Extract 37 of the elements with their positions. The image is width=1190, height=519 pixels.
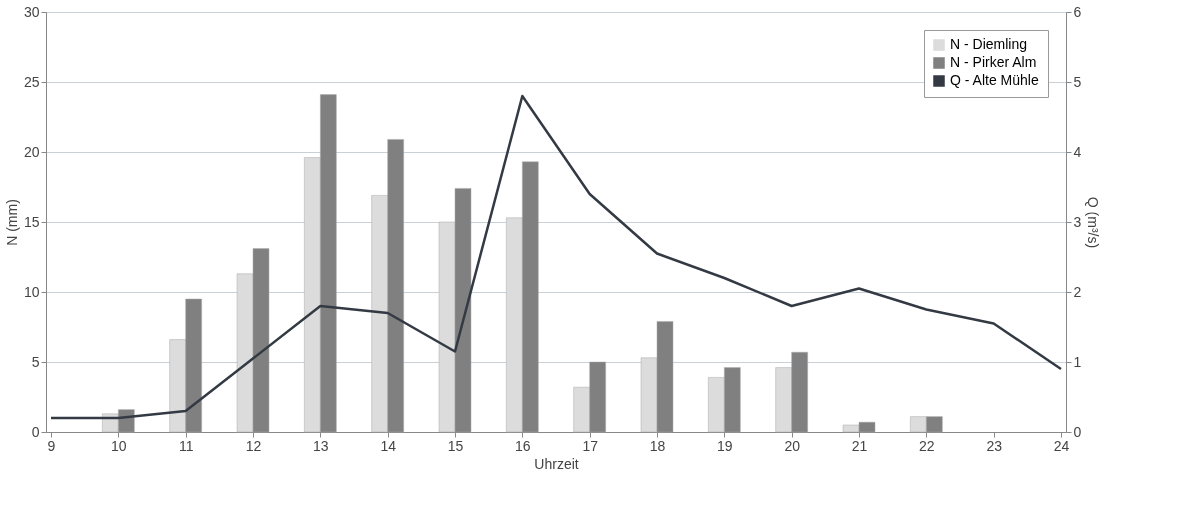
- x-tick-label: 16: [515, 437, 531, 454]
- x-tick-label: 9: [47, 437, 56, 454]
- y2-tick-label: 4: [1073, 143, 1082, 160]
- x-tick-label: 13: [313, 437, 329, 454]
- y2-tick-label: 3: [1073, 213, 1082, 230]
- y-tick-label: 15: [23, 213, 40, 230]
- y-axis-title: N (mm): [3, 199, 20, 246]
- x-tick-label: 24: [1053, 437, 1070, 454]
- x-tick-label: 18: [649, 437, 666, 454]
- y-tick-label: 30: [23, 3, 40, 20]
- x-axis-title: Uhrzeit: [534, 455, 579, 472]
- x-tick-label: 11: [178, 437, 194, 454]
- y2-tick-label: 2: [1073, 283, 1082, 300]
- x-tick-label: 17: [582, 437, 599, 454]
- x-tick-label: 20: [784, 437, 801, 454]
- x-tick-label: 10: [111, 437, 127, 454]
- y2-tick-label: 6: [1073, 3, 1082, 20]
- legend-label: N - Diemling: [950, 36, 1028, 52]
- y2-tick-label: 1: [1073, 353, 1082, 370]
- y2-axis-title: Q (m³/s): [1085, 196, 1102, 249]
- x-tick-label: 22: [919, 437, 935, 454]
- x-tick-label: 19: [717, 437, 733, 454]
- legend-label: Q - Alte Mühle: [950, 72, 1039, 88]
- x-tick-label: 12: [245, 437, 262, 454]
- y-tick-label: 0: [31, 423, 40, 440]
- x-tick-label: 15: [447, 437, 464, 454]
- x-tick-label: 21: [851, 437, 868, 454]
- y-tick-label: 25: [23, 73, 40, 90]
- x-tick-label: 23: [986, 437, 1003, 454]
- y-tick-label: 10: [23, 283, 40, 300]
- y2-tick-label: 0: [1073, 423, 1082, 440]
- y2-tick-label: 5: [1073, 73, 1082, 90]
- y-tick-label: 20: [23, 143, 40, 160]
- y-tick-label: 5: [31, 353, 40, 370]
- line-series: [49, 94, 1063, 420]
- x-tick-label: 14: [380, 437, 397, 454]
- legend-label: N - Pirker Alm: [950, 54, 1037, 70]
